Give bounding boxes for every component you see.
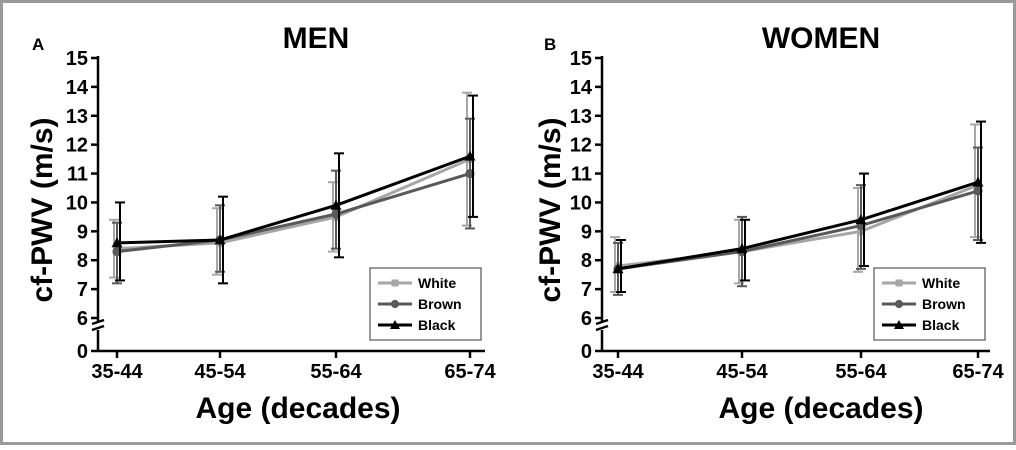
series-black [612,120,986,293]
series-line [116,154,471,245]
y-tick-label: 9 [581,221,592,243]
x-tick-label: 45-54 [194,361,246,383]
y-tick-label: 8 [581,250,592,272]
x-tick-label: 35-44 [91,361,143,383]
y-tick-label: 12 [570,135,592,157]
y-axis-label: cf-PWV (m/s) [26,117,59,302]
panel-letter: B [544,35,556,54]
panel-women: B WOMEN cf-PWV (m/s) Age (decades) 0 6 7 8 9… [534,22,1004,425]
legend-marker [390,299,400,309]
legend: White Brown Black [873,267,986,341]
axis-break-mark [91,324,105,332]
legend-label: Brown [418,296,462,312]
legend-marker [894,320,904,329]
y-tick-label: 7 [581,279,592,301]
axis-break-mark [595,324,609,332]
data-point [736,243,748,254]
series-black [111,94,478,285]
series-line [116,172,471,254]
y-tick-label: 6 [77,308,88,330]
y-axis-label: cf-PWV (m/s) [534,117,567,302]
plot-area: 0 6 7 8 9 10 11 12 13 14 15 35-44 45-54 55-64 65-74 [570,48,1005,383]
chart-title: MEN [283,22,350,55]
y-tick-label: 14 [570,77,593,99]
x-tick-label: 35-44 [592,361,644,383]
chart-title: WOMEN [762,22,880,55]
y-tick-label: 14 [66,77,89,99]
x-tick-label: 55-64 [310,361,362,383]
y-tick-label: 12 [66,135,88,157]
legend-marker [895,279,903,287]
data-point [111,237,123,248]
y-tick-label: 13 [570,106,592,128]
y-tick-label: 0 [77,341,88,363]
x-axis-label: Age (decades) [195,392,400,425]
legend-label: Black [922,317,960,333]
legend-label: White [418,275,456,291]
series-line [617,180,979,271]
y-tick-label: 11 [67,164,88,186]
legend-label: White [922,275,960,291]
data-point [612,263,624,274]
y-tick-label: 10 [66,192,88,214]
y-tick-label: 13 [66,106,88,128]
y-tick-label: 9 [77,221,88,243]
x-tick-label: 55-64 [835,361,887,383]
panel-men: A MEN cf-PWV (m/s) Age (decades) 0 6 7 8 9 10… [26,22,496,425]
axis-break-mark [91,318,105,326]
y-tick-label: 15 [66,48,88,70]
axis-break-mark [595,318,609,326]
legend: White Brown Black [369,267,482,341]
legend-label: Brown [922,296,966,312]
x-tick-label: 65-74 [952,361,1004,383]
y-tick-label: 0 [581,341,592,363]
y-tick-label: 6 [581,308,592,330]
y-tick-label: 8 [77,250,88,272]
plot-area: 0 6 7 8 9 10 11 12 13 14 15 35-44 45-54 55-64 65-74 [66,48,497,383]
y-tick-label: 7 [77,279,88,301]
y-tick-label: 11 [571,164,592,186]
x-tick-label: 45-54 [716,361,768,383]
data-point [855,214,867,225]
data-point [330,199,342,210]
legend-marker [390,320,400,329]
legend-marker [391,279,399,287]
legend-marker [894,299,904,309]
data-point [214,234,226,245]
y-tick-label: 10 [570,192,592,214]
panel-letter: A [32,35,44,54]
x-axis-label: Age (decades) [718,392,923,425]
data-point [464,150,476,161]
y-tick-label: 15 [570,48,592,70]
x-tick-label: 65-74 [444,361,496,383]
data-point [972,176,984,187]
legend-label: Black [418,317,456,333]
